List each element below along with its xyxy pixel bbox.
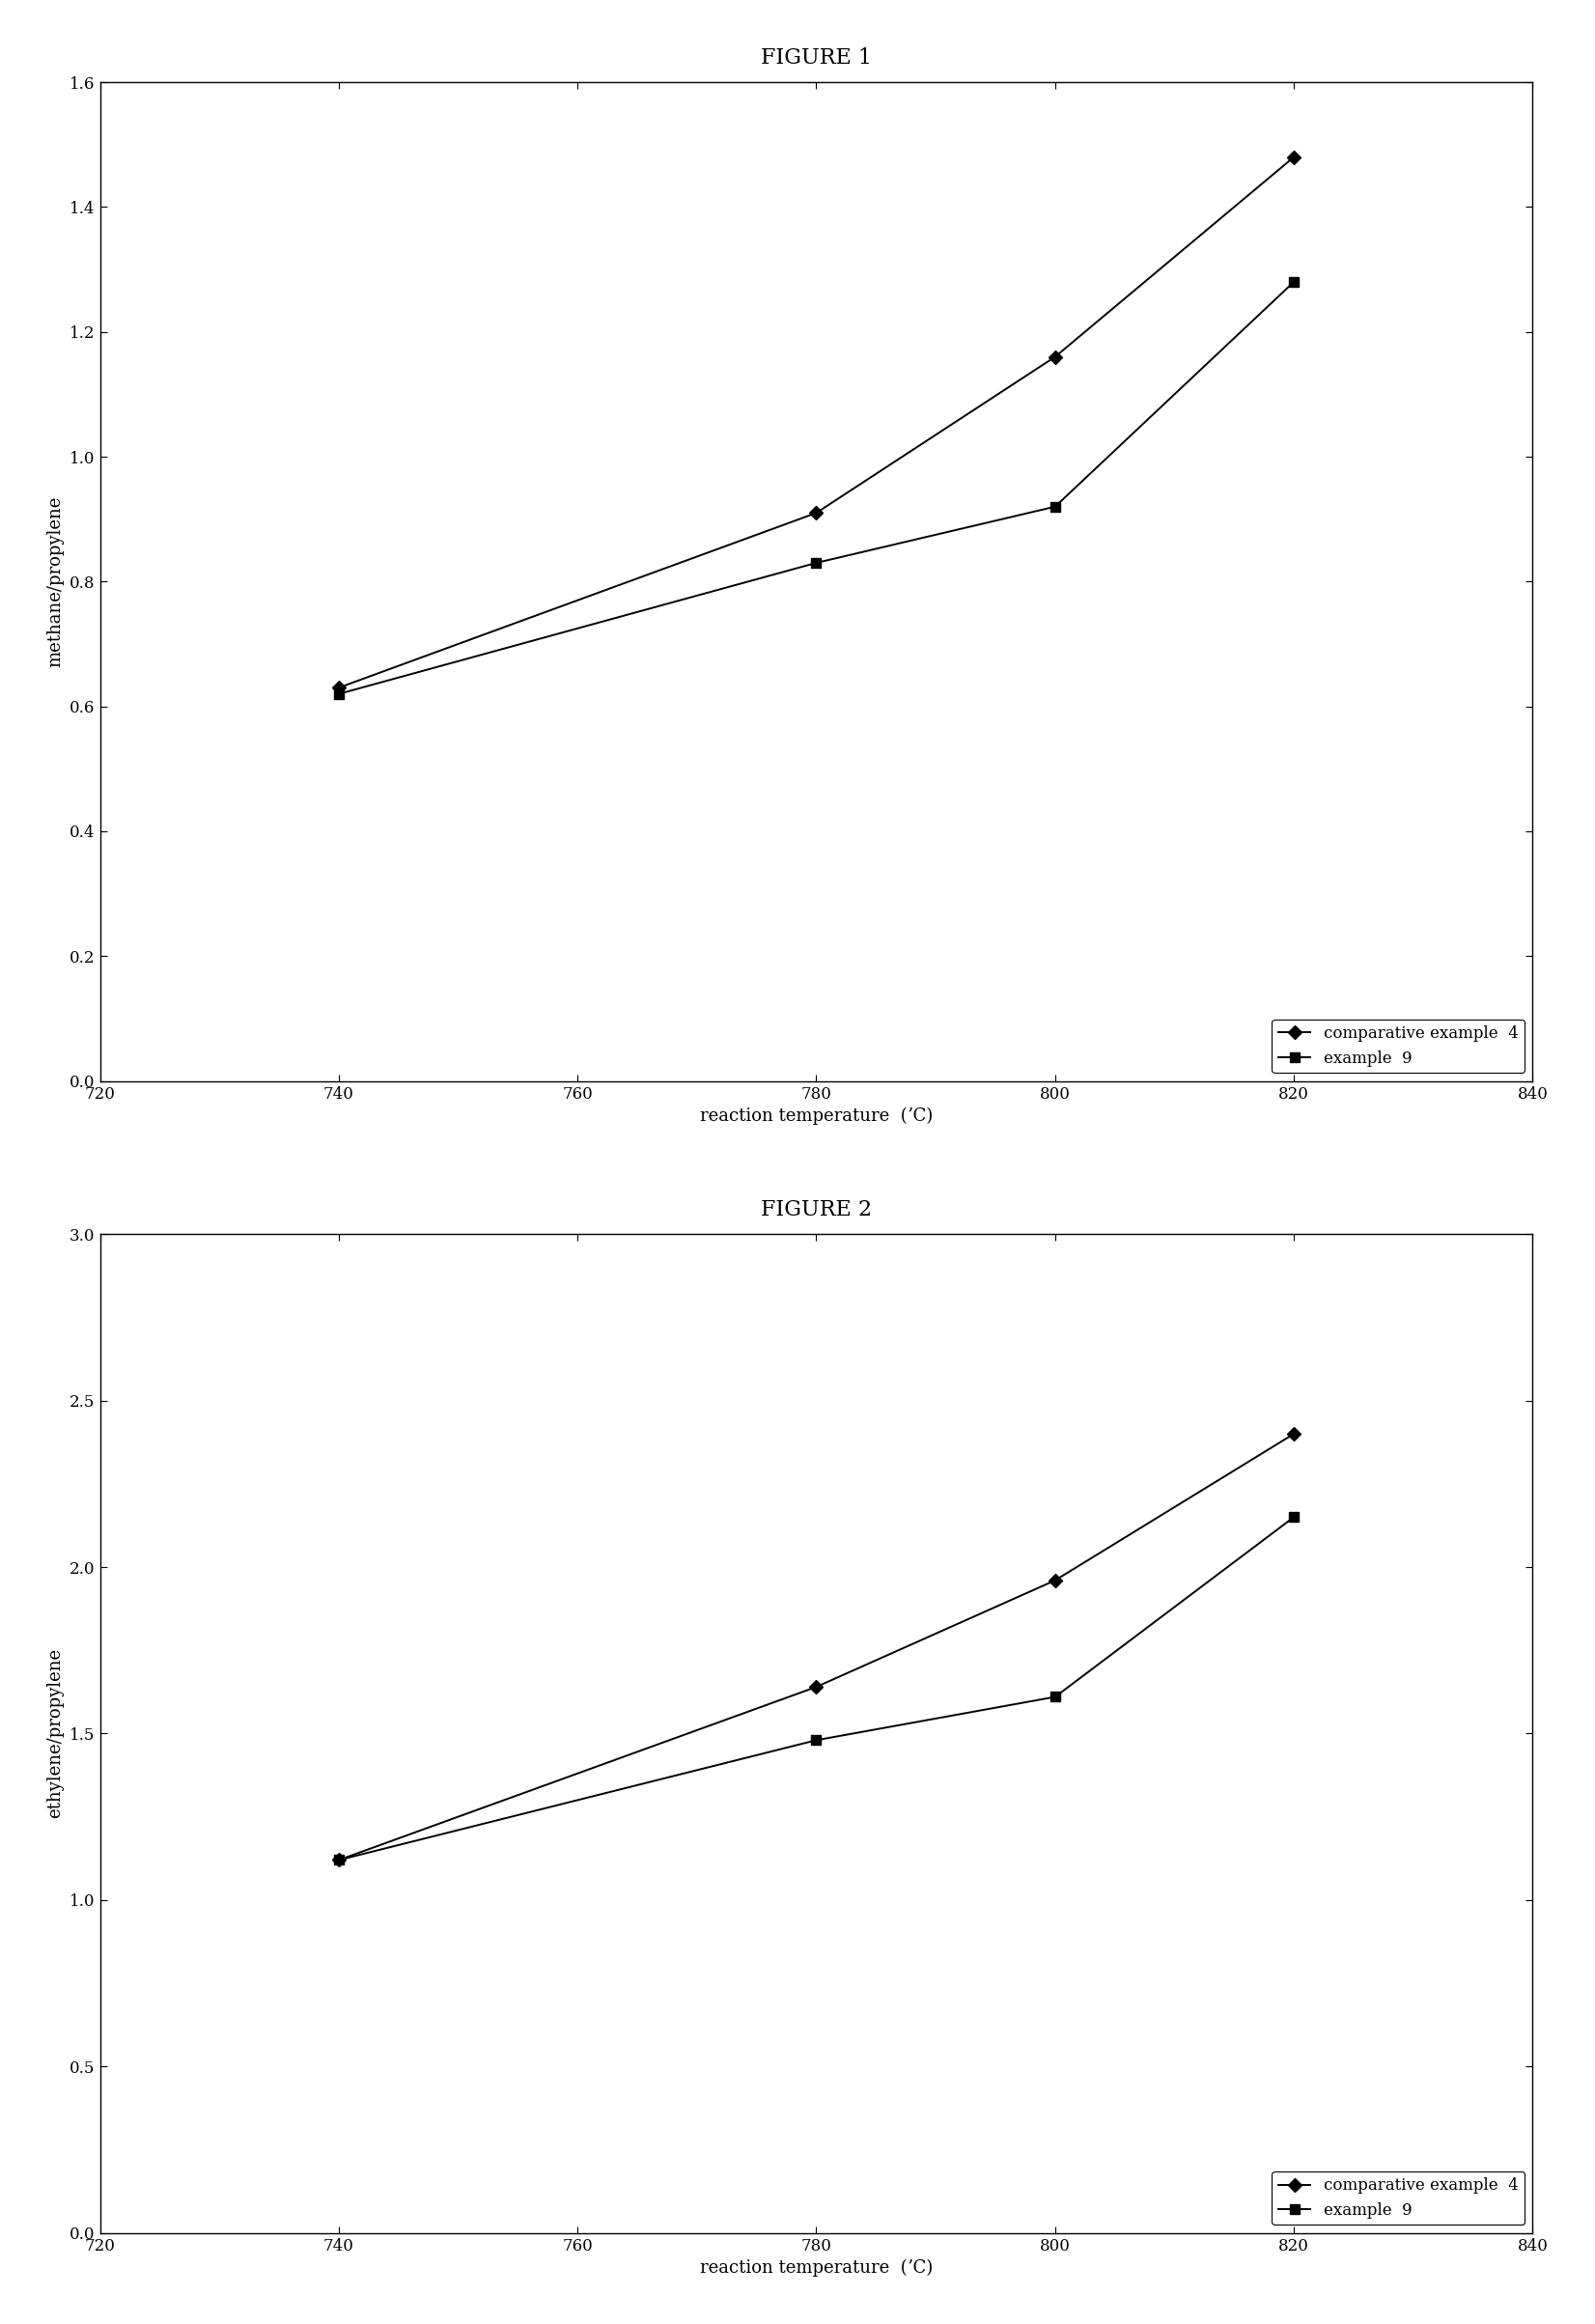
Title: FIGURE 1: FIGURE 1 — [761, 46, 872, 67]
Line: example  9: example 9 — [333, 1513, 1298, 1864]
example  9 — [1284, 267, 1303, 295]
comparative example  4 — [807, 1673, 826, 1701]
example  9 — [807, 1727, 826, 1755]
comparative example  4 — [1046, 344, 1065, 372]
comparative example  4 — [1046, 1566, 1065, 1594]
comparative example  4 — [1284, 1420, 1303, 1448]
comparative example  4 — [807, 500, 826, 528]
example  9 — [1046, 1683, 1065, 1710]
Y-axis label: methane/propylene: methane/propylene — [46, 495, 64, 667]
example  9 — [1284, 1504, 1303, 1532]
Y-axis label: ethylene/propylene: ethylene/propylene — [46, 1648, 64, 1820]
Line: comparative example  4: comparative example 4 — [333, 153, 1298, 693]
example  9 — [329, 1845, 348, 1873]
example  9 — [807, 548, 826, 576]
X-axis label: reaction temperature  (ʼC): reaction temperature (ʼC) — [700, 2259, 933, 2278]
example  9 — [329, 681, 348, 709]
X-axis label: reaction temperature  (ʼC): reaction temperature (ʼC) — [700, 1109, 933, 1125]
Line: example  9: example 9 — [333, 277, 1298, 700]
example  9 — [1046, 493, 1065, 521]
Line: comparative example  4: comparative example 4 — [333, 1429, 1298, 1864]
comparative example  4 — [1284, 144, 1303, 172]
Title: FIGURE 2: FIGURE 2 — [761, 1199, 872, 1220]
Legend: comparative example  4, example  9: comparative example 4, example 9 — [1271, 2171, 1525, 2224]
comparative example  4 — [329, 674, 348, 702]
Legend: comparative example  4, example  9: comparative example 4, example 9 — [1271, 1020, 1525, 1074]
comparative example  4 — [329, 1845, 348, 1873]
